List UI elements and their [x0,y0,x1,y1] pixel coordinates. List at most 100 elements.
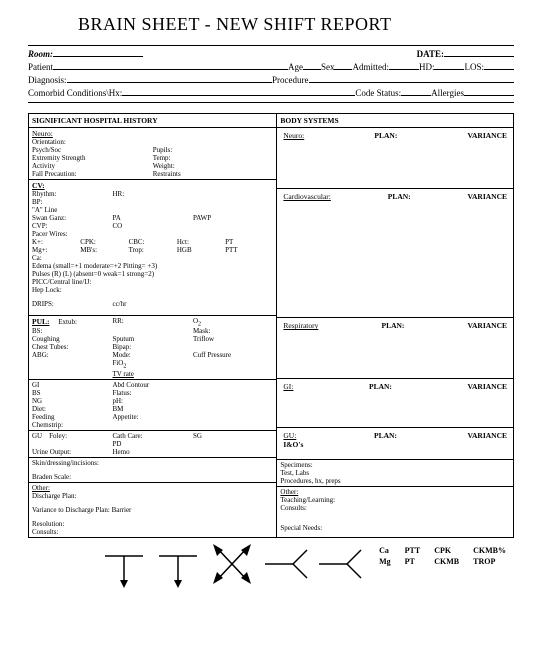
hd-label: HD: [419,61,435,74]
bs-resp-var: VARIANCE [468,321,507,330]
gi-section: GIAbd Contour BSFlatus: NGpH: Diet:BM Fe… [29,380,276,431]
bs-cardio: Cardiovascular: [283,192,330,201]
lab-pt: PT [399,557,427,566]
bs-cardio-plan: PLAN: [388,192,411,201]
neuro-section: Neuro: Orientation: Psych/SocPupils: Ext… [29,128,276,180]
pul-fio2: FiO2 [112,359,192,369]
bs-neuro: Neuro: [283,131,304,140]
bs-ios: I&O's [283,440,303,449]
gi-ng: NG [32,397,112,405]
neuro-temp: Temp: [153,154,274,162]
other-l-variance: Variance to Discharge Plan: Barrier [32,506,273,514]
other-l-resolution: Resolution: [32,520,273,528]
gu-gu: GU [32,432,42,440]
neuro-activity: Activity [32,162,153,170]
gu-section: GU Foley:Cath Care:SG PD Urine Output:He… [29,431,276,458]
cv-hr: HR: [112,190,192,198]
gi-chemstrip: Chemstrip: [32,421,273,429]
bs-neuro-plan: PLAN: [374,131,397,140]
other-right-section: Other: Teaching/Learning: Consults: Spec… [277,487,513,537]
bs-gi: GI: [283,382,293,391]
cv-ptt: PTT [225,246,273,254]
pul-sputum: Sputum [112,335,192,343]
cv-cpk: CPK: [80,238,128,246]
neuro-pupils: Pupils: [153,146,274,154]
pul-chest: Chest Tubes: [32,343,112,351]
gi-bs: BS [32,389,112,397]
gu-hemo: Hemo [112,448,192,456]
gu-sg: SG [193,432,273,440]
other-l-title: Other: [32,484,273,492]
lab-ckmb: CKMB [428,557,465,566]
cv-mbs: MB's: [80,246,128,254]
cv-hgb: HGB [177,246,225,254]
lab-fishbone-2-icon [155,544,201,588]
cv-pt: PT [225,238,273,246]
cv-pawp: PAWP [193,214,273,222]
pul-triflow: Triflow [193,335,273,343]
lab-cpk: CPK [428,546,465,555]
neuro-restraints: Restraints [153,170,274,178]
other-r-teaching: Teaching/Learning: [280,496,510,504]
bs-resp-section: RespiratoryPLAN:VARIANCE [277,318,513,379]
lab-fishbone-5-icon [317,544,363,588]
pul-extub: Extub: [58,318,77,326]
neuro-extremity: Extremity Strength [32,154,153,162]
bs-gu-plan: PLAN: [374,431,397,449]
gi-flatus: Flatus: [112,389,192,397]
los-label: LOS: [464,61,484,74]
bs-gu-var: VARIANCE [468,431,507,449]
pul-mask: Mask: [193,327,273,335]
allergies-label: Allergies [431,87,464,100]
neuro-fall: Fall Precaution: [32,170,153,178]
other-r-consults: Consults: [280,504,510,512]
neuro-weight: Weight: [153,162,274,170]
pul-abg: ABG: [32,351,112,359]
lab-fishbone-4-icon [263,544,309,588]
gu-pd: PD [112,440,192,448]
other-l-discharge: Discharge Plan: [32,492,273,500]
gu-foley: Foley: [49,432,67,440]
pul-rr: RR: [112,317,192,327]
skin-section: Skin/dressing/incisions: Braden Scale: [29,458,276,483]
bs-neuro-section: Neuro: PLAN: VARIANCE [277,128,513,189]
cv-cbc: CBC: [129,238,177,246]
patient-label: Patient [28,61,53,74]
lab-ptt: PTT [399,546,427,555]
bs-gu: GU: [283,431,296,440]
cv-section: CV: Rhythm:HR: BP: "A" Line Swan Ganz:PA… [29,180,276,316]
pul-mode: Mode: [112,351,192,359]
gi-bm: BM [112,405,192,413]
gi-feeding: Feeding [32,413,112,421]
cv-ca: Ca: [32,254,273,262]
cv-co: CO [112,222,192,230]
cv-picc: PICC/Central line/IJ: [32,278,273,286]
comorbid-label: Comorbid Conditions\Hx: [28,87,122,100]
bs-gi-var: VARIANCE [468,382,507,391]
lab-ca: Ca [373,546,397,555]
cv-drips: DRIPS: [32,300,112,308]
cv-pulses: Pulses (R) (L) (absent=0 weak=1 strong=2… [32,270,273,278]
age-label: Age [288,61,303,74]
cv-aline: "A" Line [32,206,273,214]
bs-gu-section: GU:I&O's PLAN: VARIANCE [277,428,513,460]
bs-neuro-var: VARIANCE [468,131,507,140]
cv-heplock: Hep Lock: [32,286,273,294]
lab-skeleton-row: CaPTTCPKCKMB% MgPTCKMBTROP [28,544,514,588]
gi-ph: pH: [112,397,192,405]
pul-tvrate: TV rate [112,370,192,378]
left-col-header: SIGNIFICANT HOSPITAL HISTORY [29,114,276,128]
cv-cchr: cc/hr [112,300,192,308]
cv-trop: Trop: [129,246,177,254]
other-r-title: Other: [280,488,510,496]
spec-section: Specimens: Test, Labs Procedures, hx, pr… [277,460,513,487]
neuro-psych: Psych/Soc [32,146,153,154]
pul-o2: O2 [193,317,273,327]
cv-rhythm: Rhythm: [32,190,112,198]
other-l-consults: Consults: [32,528,273,536]
lab-fishbone-3-icon [209,544,255,588]
cv-cvp: CVP: [32,222,112,230]
spec-test: Test, Labs [280,469,510,477]
bs-cardio-section: Cardiovascular:PLAN:VARIANCE [277,189,513,319]
header-block: Room: DATE: Patient Age Sex Admitted: HD… [28,45,514,103]
